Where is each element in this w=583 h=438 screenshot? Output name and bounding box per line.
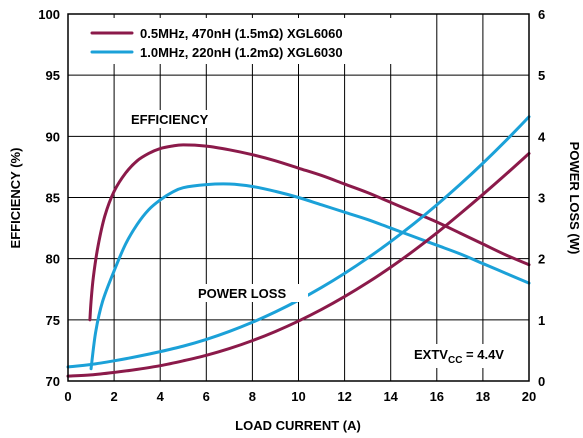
legend-label-0: 0.5MHz, 470nH (1.5mΩ) XGL6060 [140, 26, 343, 41]
left-tick-label-1: 75 [46, 313, 60, 328]
x-tick-label-2: 4 [157, 389, 165, 404]
right-tick-label-0: 0 [538, 374, 545, 389]
left-tick-label-6: 100 [38, 7, 60, 22]
series-line-power_loss-0 [66, 151, 531, 378]
left-tick-label-5: 95 [46, 68, 60, 83]
right-tick-label-3: 3 [538, 191, 545, 206]
extvcc-label-background [410, 344, 522, 368]
left-tick-label-0: 70 [46, 374, 60, 389]
left-axis-title: EFFICIENCY (%) [8, 148, 23, 249]
x-tick-label-0: 0 [64, 389, 71, 404]
efficiency-label-background [129, 110, 225, 128]
left-tick-label-4: 90 [46, 129, 60, 144]
efficiency-annotation: EFFICIENCY [131, 112, 209, 127]
legend: 0.5MHz, 470nH (1.5mΩ) XGL6060 1.0MHz, 22… [84, 18, 396, 64]
x-tick-label-8: 16 [430, 389, 444, 404]
extvcc-annotation: EXTVCC = 4.4V [414, 347, 504, 366]
legend-background [84, 18, 396, 64]
right-axis-tick-labels: 0 1 2 3 4 5 6 [538, 7, 546, 389]
extvcc-main: EXTV [414, 347, 448, 362]
right-tick-label-2: 2 [538, 252, 545, 267]
x-tick-label-9: 18 [476, 389, 490, 404]
x-axis-tick-labels: 0 2 4 6 8 10 12 14 16 18 20 [64, 389, 536, 404]
x-tick-label-10: 20 [522, 389, 536, 404]
right-tick-label-5: 5 [538, 68, 545, 83]
right-tick-label-6: 6 [538, 7, 545, 22]
left-tick-label-3: 85 [46, 191, 60, 206]
x-tick-label-3: 6 [203, 389, 210, 404]
series-line-efficiency-0 [88, 143, 531, 322]
right-tick-label-1: 1 [538, 313, 545, 328]
x-tick-label-5: 10 [291, 389, 305, 404]
left-tick-label-2: 80 [46, 252, 60, 267]
extvcc-value: = 4.4V [462, 347, 504, 362]
left-axis-tick-labels: 70 75 80 85 90 95 100 [38, 7, 60, 389]
power-loss-label-background [196, 284, 308, 302]
right-axis-title: POWER LOSS (W) [567, 142, 582, 255]
x-tick-label-1: 2 [110, 389, 117, 404]
x-tick-label-6: 12 [337, 389, 351, 404]
extvcc-subscript: CC [448, 355, 462, 366]
right-tick-label-4: 4 [538, 129, 546, 144]
power-loss-annotation: POWER LOSS [198, 286, 286, 301]
plot-frame [67, 13, 530, 382]
series-line-efficiency-1 [89, 182, 531, 371]
x-axis-title: LOAD CURRENT (A) [235, 418, 361, 433]
legend-label-1: 1.0MHz, 220nH (1.2mΩ) XGL6030 [140, 45, 343, 60]
x-tick-label-4: 8 [249, 389, 256, 404]
x-tick-label-7: 14 [383, 389, 398, 404]
